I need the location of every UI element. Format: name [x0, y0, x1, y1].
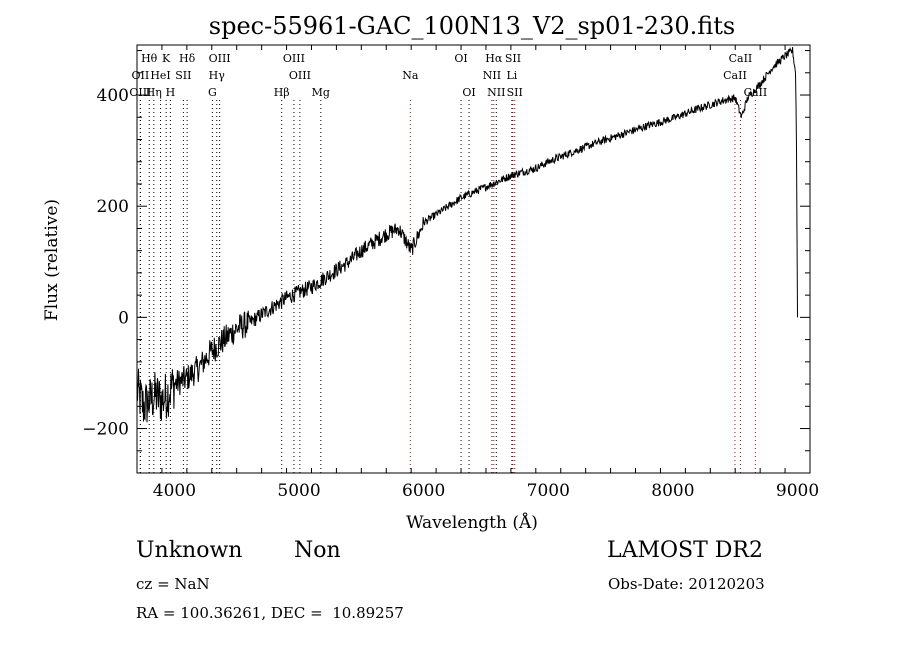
y-tick-label: 200 — [97, 197, 129, 217]
spectral-line-label: SII — [505, 52, 521, 65]
x-axis-label: Wavelength (Å) — [406, 512, 538, 533]
spectral-line-label: G — [208, 86, 217, 99]
spectral-line-label: OI — [462, 86, 475, 99]
survey-name: LAMOST DR2 — [607, 538, 763, 563]
x-tick-label: 8000 — [651, 481, 694, 501]
spectral-line-label: SII — [507, 86, 523, 99]
spectral-line-label: NII — [487, 86, 505, 99]
x-tick-label: 9000 — [776, 481, 819, 501]
y-axis-label: Flux (relative) — [42, 199, 62, 321]
spectral-line-label: Hδ — [179, 52, 196, 65]
y-tick-label: 400 — [97, 86, 129, 106]
spectral-line-label: Hα — [485, 52, 503, 65]
spectral-line-label: CaII — [723, 69, 747, 82]
chart-title: spec-55961-GAC_100N13_V2_sp01-230.fits — [209, 12, 735, 40]
spectral-line-label: CaII — [729, 52, 753, 65]
spectral-line-label: SII — [175, 69, 191, 82]
spectral-line-label: Hθ — [141, 52, 158, 65]
x-tick-label: 4000 — [153, 481, 196, 501]
x-tick-label: 5000 — [277, 481, 320, 501]
spectral-line-label: Li — [506, 69, 517, 82]
x-tick-label: 7000 — [527, 481, 570, 501]
object-subclass: Non — [294, 538, 341, 563]
spectral-line-label: OIII — [289, 69, 311, 82]
spectral-line-label: NII — [483, 69, 501, 82]
spectral-line-label: K — [162, 52, 171, 65]
redshift-text: cz = NaN — [136, 575, 210, 593]
object-class: Unknown — [136, 538, 243, 563]
spectral-line-label: Hβ — [274, 86, 290, 99]
y-tick-label: −200 — [82, 420, 129, 440]
coordinates-text: RA = 100.36261, DEC = 10.89257 — [136, 604, 404, 622]
plot-frame — [136, 44, 811, 474]
spectral-line-label: Mg — [312, 86, 330, 99]
spectral-line-label: HeI — [150, 69, 170, 82]
spectral-line-label: OIII — [283, 52, 305, 65]
obs-date: Obs-Date: 20120203 — [608, 575, 765, 593]
spectrum-line — [136, 46, 798, 423]
spectral-line-label: Na — [402, 69, 419, 82]
x-tick-label: 6000 — [402, 481, 445, 501]
spectral-line-label: Hγ — [209, 69, 226, 82]
spectral-line-label: OIII — [129, 86, 151, 99]
spectral-line-label: H — [166, 86, 176, 99]
y-tick-label: 0 — [118, 308, 129, 328]
spectral-line-label: OIII — [209, 52, 231, 65]
spectral-line-label: Hη — [146, 86, 162, 99]
spectral-line-label: OI — [454, 52, 467, 65]
spectral-line-label: OII — [132, 69, 150, 82]
